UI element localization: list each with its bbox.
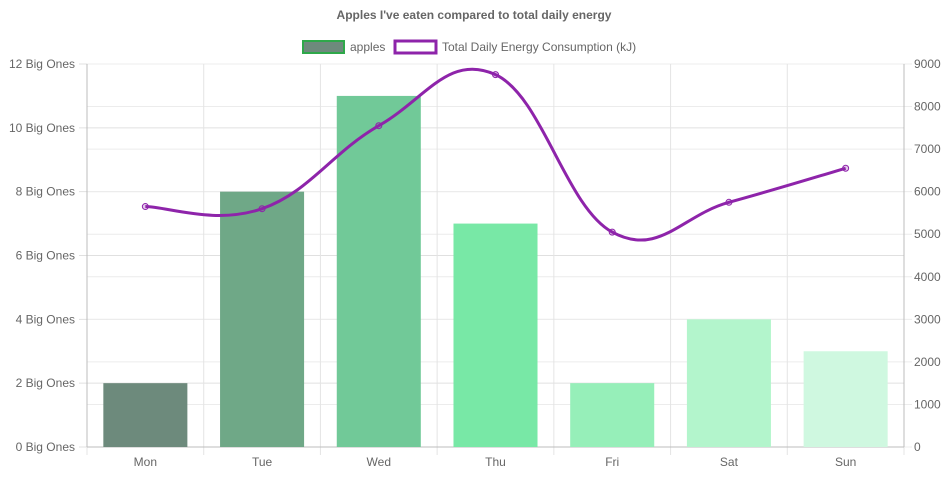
x-tick-label: Sun [835,455,856,469]
left-tick-label: 2 Big Ones [16,376,75,390]
left-tick-label: 10 Big Ones [9,121,75,135]
left-tick-label: 0 Big Ones [16,440,75,454]
right-tick-label: 4000 [914,270,941,284]
right-tick-label: 9000 [914,57,941,71]
left-tick-label: 4 Big Ones [16,312,75,326]
legend-item-energy[interactable]: Total Daily Energy Consumption (kJ) [393,39,636,55]
x-tick-label: Thu [485,455,506,469]
x-tick-label: Wed [367,455,391,469]
legend: apples Total Daily Energy Consumption (k… [302,39,636,55]
right-tick-label: 8000 [914,100,941,114]
x-tick-label: Sat [720,455,739,469]
bar-tue[interactable] [220,191,305,447]
bar-fri[interactable] [570,383,655,447]
energy-point-tue[interactable] [258,205,266,213]
legend-item-apples[interactable]: apples [302,40,385,54]
energy-point-thu[interactable] [492,71,499,79]
legend-swatch-energy [393,39,438,55]
energy-line [145,67,847,242]
chart-title: Apples I've eaten compared to total dail… [337,8,612,22]
left-axis-ticks: 0 Big Ones 2 Big Ones 4 Big Ones 6 Big Ones… [9,57,75,454]
left-tick-label: 8 Big Ones [16,185,75,199]
right-tick-label: 3000 [914,312,941,326]
line-series-energy [141,67,850,242]
x-axis-ticks: Mon Tue Wed Thu Fri Sat Sun [134,455,857,469]
x-tick-label: Tue [252,455,273,469]
energy-point-fri[interactable] [608,228,616,236]
left-tick-label: 12 Big Ones [9,57,75,71]
bar-series-apples [103,95,888,448]
x-tick-label: Fri [605,455,619,469]
bar-thu[interactable] [453,223,538,447]
right-tick-label: 7000 [914,142,941,156]
bar-sat[interactable] [686,319,771,447]
legend-label-energy: Total Daily Energy Consumption (kJ) [442,40,636,54]
x-tick-label: Mon [134,455,157,469]
legend-label-apples: apples [350,40,385,54]
bar-sun[interactable] [803,351,888,447]
right-axis-ticks: 0 1000 2000 3000 4000 5000 6000 7000 8000 9000 [914,57,941,454]
legend-swatch-apples [302,40,345,54]
right-tick-label: 1000 [914,397,941,411]
energy-point-wed[interactable] [375,122,383,130]
right-tick-label: 2000 [914,355,941,369]
energy-point-sun[interactable] [842,164,850,172]
right-tick-label: 5000 [914,227,941,241]
energy-point-sat[interactable] [725,198,733,206]
right-tick-label: 0 [914,440,921,454]
bar-mon[interactable] [103,383,188,447]
left-tick-label: 6 Big Ones [16,249,75,263]
energy-point-mon[interactable] [141,203,149,211]
bar-wed[interactable] [336,95,421,448]
right-tick-label: 6000 [914,185,941,199]
